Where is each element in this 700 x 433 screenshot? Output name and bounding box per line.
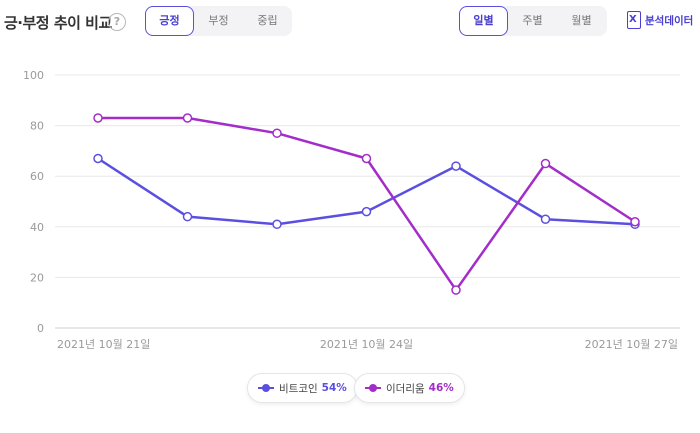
data-point-1-6	[630, 216, 640, 227]
sentiment-tabs: 긍정 부정 중립	[145, 6, 292, 36]
period-tabs: 일별 주별 월별	[459, 6, 607, 36]
data-point-0-0	[93, 153, 103, 164]
y-tick-label-20: 20	[30, 271, 44, 284]
data-point-0-5	[540, 214, 551, 224]
x-tick-label-6: 2021년 10월 27일	[585, 337, 678, 351]
data-point-1-3	[361, 153, 372, 164]
tab-weekly[interactable]: 주별	[522, 14, 543, 27]
tab-negative[interactable]: 부정	[208, 14, 229, 27]
legend-share-bitcoin: 54%	[321, 382, 347, 394]
y-tick-label-0: 0	[37, 322, 44, 335]
x-tick-label-0: 2021년 10월 21일	[57, 337, 150, 351]
data-point-1-1	[182, 113, 193, 123]
data-point-1-5	[540, 158, 551, 169]
series-line-1	[98, 116, 636, 292]
export-data-button[interactable]: X 분석데이터	[627, 11, 693, 29]
data-point-1-4	[451, 285, 461, 295]
legend-share-ethereum: 46%	[428, 382, 454, 394]
export-label: 분석데이터	[645, 14, 694, 27]
y-tick-label-80: 80	[30, 120, 44, 133]
data-point-0-4	[451, 161, 461, 171]
data-point-0-1	[182, 211, 193, 222]
tab-neutral[interactable]: 중립	[257, 14, 278, 27]
legend-label-bitcoin: 비트코인	[279, 382, 318, 395]
chart-title: 긍·부정 추이 비교	[4, 14, 112, 32]
legend-item-ethereum[interactable]: 이더리움 46%	[354, 373, 465, 403]
data-point-0-2	[272, 219, 282, 230]
tab-monthly[interactable]: 월별	[571, 14, 592, 27]
data-point-1-2	[272, 128, 282, 138]
legend-item-bitcoin[interactable]: 비트코인 54%	[247, 373, 358, 403]
data-point-0-3	[361, 206, 372, 217]
tab-daily[interactable]: 일별	[459, 6, 508, 36]
excel-icon: X	[627, 11, 641, 29]
y-tick-label-40: 40	[30, 221, 44, 234]
x-tick-label-3: 2021년 10월 24일	[320, 337, 413, 351]
y-tick-label-100: 100	[23, 69, 44, 82]
legend-marker-ethereum	[365, 383, 381, 393]
data-point-1-0	[93, 113, 103, 123]
tab-positive[interactable]: 긍정	[145, 6, 194, 36]
legend-marker-bitcoin	[258, 383, 274, 393]
help-icon[interactable]: ?	[108, 13, 126, 31]
y-tick-label-60: 60	[30, 170, 44, 183]
legend-label-ethereum: 이더리움	[386, 382, 425, 395]
